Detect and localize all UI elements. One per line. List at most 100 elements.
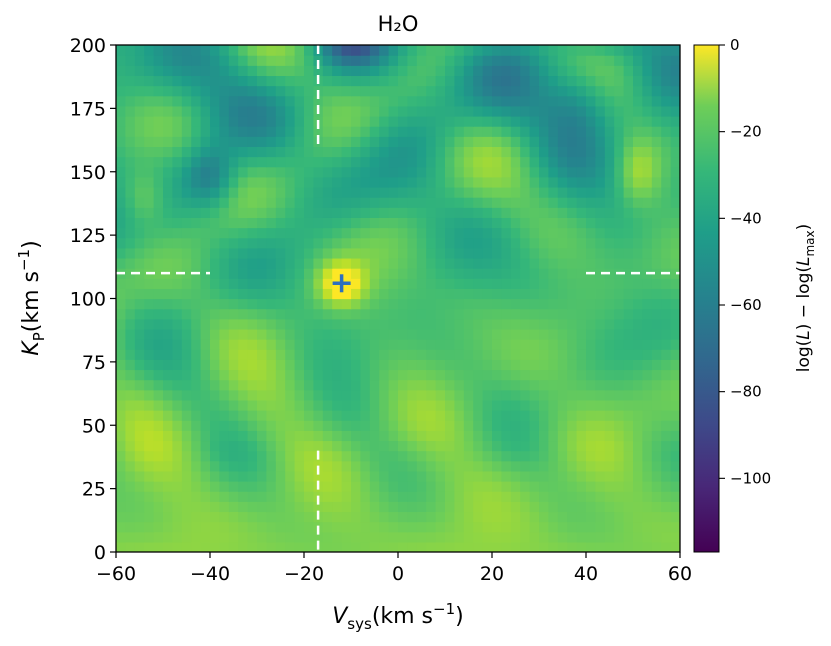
heatmap-cell [520,197,531,208]
heatmap-cell [163,217,173,229]
heatmap-cell [238,339,249,350]
heatmap-cell [313,95,324,107]
heatmap-cell [210,55,220,66]
heatmap-cell [332,207,343,218]
heatmap-cell [304,217,314,229]
heatmap-cell [445,278,455,289]
heatmap-cell [407,156,418,168]
heatmap-cell [557,440,568,452]
heatmap-cell [548,268,559,279]
heatmap-cell [407,227,418,239]
heatmap-cell [200,328,211,340]
heatmap-cell [454,176,465,188]
heatmap-cell [501,399,512,411]
heatmap-cell [463,389,474,401]
heatmap-cell [247,237,258,249]
heatmap-cell [294,257,305,269]
heatmap-cell [586,105,596,117]
heatmap-cell [247,339,258,350]
heatmap-cell [623,166,634,178]
heatmap-cell [576,531,587,543]
heatmap-cell [633,410,643,421]
heatmap-cell [651,318,662,330]
heatmap-cell [285,430,296,442]
heatmap-cell [144,541,155,552]
heatmap-cell [266,176,277,188]
heatmap-cell [172,389,183,401]
heatmap-cell [473,430,484,442]
heatmap-cell [492,268,502,279]
heatmap-cell [153,511,164,523]
heatmap-cell [426,420,437,431]
heatmap-cell [473,318,484,330]
heatmap-cell [369,65,380,77]
heatmap-cell [670,420,680,431]
heatmap-cell [219,369,230,381]
heatmap-cell [294,136,305,147]
heatmap-cell [473,501,484,513]
heatmap-cell [520,268,531,279]
y-tick-label: 0 [94,542,106,564]
heatmap-cell [633,65,643,77]
heatmap-cell [520,389,531,401]
heatmap-cell [332,166,343,178]
heatmap-cell [463,257,474,269]
heatmap-cell [228,339,239,350]
heatmap-cell [294,298,305,310]
heatmap-cell [134,460,145,472]
heatmap-cell [322,156,333,168]
heatmap-cell [539,217,549,229]
heatmap-cell [294,481,305,492]
heatmap-cell [285,318,296,330]
heatmap-cell [388,491,399,502]
heatmap-cell [181,257,192,269]
heatmap-cell [520,288,531,300]
heatmap-cell [623,217,634,229]
heatmap-cell [134,369,145,381]
heatmap-cell [576,328,587,340]
heatmap-cell [520,136,531,147]
heatmap-cell [275,217,286,229]
heatmap-cell [501,420,512,431]
heatmap-cell [398,308,408,320]
heatmap-cell [360,298,371,310]
heatmap-cell [191,156,202,168]
heatmap-cell [661,359,672,371]
heatmap-cell [510,207,521,218]
heatmap-cell [266,470,277,482]
heatmap-cell [473,247,484,259]
heatmap-cell [163,318,173,330]
heatmap-cell [341,481,352,492]
heatmap-cell [463,55,474,66]
heatmap-cell [445,166,455,178]
heatmap-cell [623,45,634,56]
heatmap-cell [557,217,568,229]
heatmap-cell [116,389,126,401]
heatmap-cell [614,85,625,97]
heatmap-cell [266,318,277,330]
heatmap-cell [529,359,540,371]
heatmap-cell [116,75,126,87]
heatmap-cell [304,470,314,482]
heatmap-cell [125,156,136,168]
heatmap-cell [266,227,277,239]
heatmap-cell [332,115,343,127]
heatmap-cell [351,470,361,482]
heatmap-cell [595,247,606,259]
heatmap-cell [360,308,371,320]
heatmap-cell [313,328,324,340]
heatmap-cell [642,126,653,137]
heatmap-cell [332,420,343,431]
heatmap-cell [257,95,267,107]
heatmap-cell [642,207,653,218]
heatmap-cell [134,278,145,289]
heatmap-cell [473,541,484,552]
heatmap-cell [642,75,653,87]
heatmap-cell [313,247,324,259]
y-tick-label: 100 [70,289,106,311]
heatmap-cell [285,65,296,77]
heatmap-cell [557,369,568,381]
heatmap-cell [379,298,390,310]
heatmap-cell [332,217,343,229]
heatmap-cell [134,359,145,371]
